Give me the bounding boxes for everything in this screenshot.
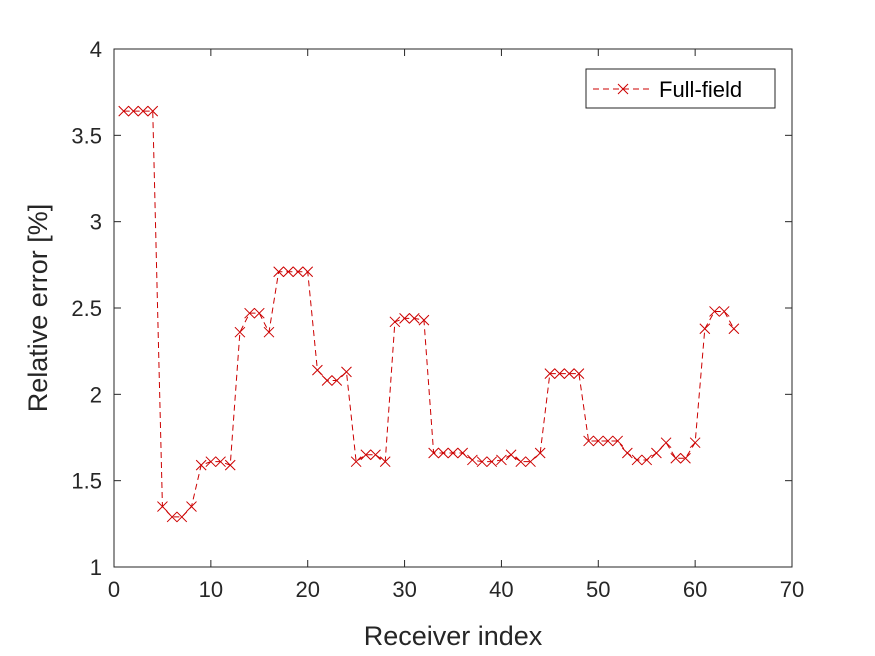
data-point-x-marker [651,447,662,459]
series-line [123,110,735,518]
data-point-x-marker [670,452,682,464]
data-point-x-marker [592,435,604,447]
y-axis-title: Relative error [%] [23,204,53,413]
data-point-x-marker [602,435,614,447]
data-point-x-marker [709,306,720,317]
x-tick-label: 60 [683,577,707,602]
data-point-x-marker [718,306,730,317]
data-point-x-marker [186,501,197,512]
data-point-x-marker [486,456,498,468]
data-point-x-marker [205,456,217,468]
data-point-x-marker [157,501,168,512]
y-tick-label: 3 [90,210,102,235]
data-point-x-marker [273,266,285,278]
legend: Full-field [585,68,776,109]
data-point-x-marker [331,375,343,386]
data-point-x-marker [399,313,410,324]
plot-area [113,48,793,568]
data-point-x-marker [515,456,527,468]
data-point-x-marker [457,447,469,459]
data-point-x-marker [302,266,314,278]
data-point-x-marker [563,368,575,379]
data-point-x-marker [379,456,391,468]
data-point-x-marker [176,511,188,523]
data-point-x-marker [583,435,594,447]
data-point-x-marker [418,314,430,326]
data-point-x-marker [341,366,352,378]
series-layer [118,105,740,523]
data-point-x-marker [263,326,275,338]
data-point-x-marker [660,437,672,449]
data-point-x-marker [496,454,507,466]
data-point-x-marker [244,307,255,319]
data-point-x-marker [166,511,178,523]
data-point-x-marker [554,368,565,379]
data-point-x-marker [699,323,711,335]
data-point-x-marker [195,459,207,471]
data-point-x-marker [360,449,372,461]
data-point-x-marker [118,105,130,117]
data-point-x-marker [215,456,226,468]
data-point-x-marker [408,313,420,324]
data-point-x-marker [350,456,362,468]
x-tick-label: 40 [489,577,513,602]
y-tick-label: 3.5 [71,123,102,148]
y-tick-label: 2.5 [71,296,102,321]
data-point-x-marker [641,454,653,466]
x-tick-label: 0 [108,577,120,602]
data-point-x-marker [437,447,449,459]
data-point-x-marker [544,368,556,379]
ticks-layer: 0 10 20 30 40 50 60 70 1 1.5 2 2.5 3 3.5 4 [71,37,804,602]
y-tick-label: 1.5 [71,469,102,494]
data-point-x-marker [612,435,624,447]
y-tick-label: 4 [90,37,102,62]
data-point-x-marker [282,266,294,278]
data-point-x-marker [728,323,740,335]
data-point-x-marker [467,454,478,466]
data-point-x-marker [370,449,381,461]
data-point-x-marker [312,364,323,376]
data-point-x-marker [234,326,246,338]
data-point-x-marker [621,447,633,459]
data-point-x-marker [525,456,536,468]
data-point-x-marker [428,447,439,459]
data-point-x-marker [128,105,139,117]
legend-label: Full-field [659,77,742,102]
data-point-x-marker [292,266,304,278]
data-point-x-marker [631,454,643,466]
x-axis-title: Receiver index [364,621,543,651]
data-point-x-marker [224,459,236,471]
x-tick-label: 10 [199,577,223,602]
data-point-x-marker [680,452,691,464]
data-point-x-marker [573,368,585,379]
data-point-x-marker [321,375,333,386]
data-point-x-marker [447,447,459,459]
legend-x-marker [617,83,629,95]
data-point-x-marker [389,316,401,328]
data-point-x-marker [505,449,517,461]
data-point-x-marker [253,307,265,319]
data-point-x-marker [534,447,546,459]
x-tick-label: 20 [295,577,319,602]
x-tick-label: 50 [586,577,610,602]
x-tick-label: 30 [392,577,416,602]
data-point-x-marker [476,456,488,468]
y-tick-label: 1 [90,555,102,580]
x-tick-label: 70 [780,577,804,602]
data-point-x-marker [147,105,159,117]
data-point-x-marker [137,105,149,117]
y-tick-label: 2 [90,382,102,407]
data-point-x-marker [689,437,701,449]
